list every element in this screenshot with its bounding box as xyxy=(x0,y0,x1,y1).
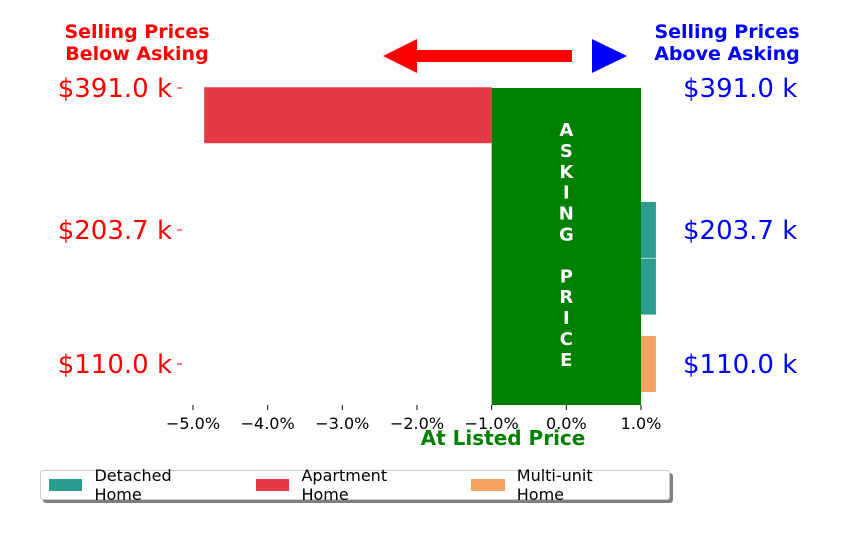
legend-item-multi-unit-home: Multi-unit Home xyxy=(471,466,643,504)
legend-swatch xyxy=(49,479,83,491)
asking-band-letter: K xyxy=(559,162,574,183)
legend-label: Multi-unit Home xyxy=(516,466,593,504)
right-y-tick-label: $110.0 k xyxy=(683,350,797,380)
x-tick-label: 0.0% xyxy=(546,414,587,433)
asking-band-letter: P xyxy=(560,266,573,287)
left-arrow-icon xyxy=(383,39,572,73)
legend: Detached Home Apartment Home Multi-unit Ho… xyxy=(40,466,670,504)
legend-item-detached-home: Detached Home xyxy=(49,466,222,504)
x-tick-label: −5.0% xyxy=(166,414,220,433)
x-tick-label: −4.0% xyxy=(241,414,295,433)
asking-band-letter: S xyxy=(560,141,573,162)
left-title-line1: Selling Prices xyxy=(64,21,209,43)
x-tick-label: −1.0% xyxy=(465,414,519,433)
asking-band-letter: A xyxy=(559,120,573,141)
left-y-tick-label: $110.0 k xyxy=(58,350,172,380)
asking-band-letter: I xyxy=(563,308,570,329)
left-y-tick-label: $391.0 k xyxy=(58,74,172,104)
x-tick-label: −2.0% xyxy=(390,414,444,433)
right-y-tick-label: $391.0 k xyxy=(683,74,797,104)
bar-multi-unit-home-0 xyxy=(641,336,656,392)
bar-apartment-home-0 xyxy=(204,87,492,144)
legend-swatch xyxy=(256,479,290,491)
left-title-line2: Below Asking xyxy=(65,43,208,65)
asking-band-letter: I xyxy=(563,183,570,204)
x-tick-label: 1.0% xyxy=(621,414,662,433)
right-y-tick-label: $203.7 k xyxy=(683,216,797,246)
right-title-line1: Selling Prices xyxy=(654,21,799,43)
x-tick-label: −3.0% xyxy=(315,414,369,433)
asking-price-band xyxy=(491,88,641,405)
asking-band-letter: R xyxy=(559,287,573,308)
legend-item-apartment-home: Apartment Home xyxy=(256,466,437,504)
legend-swatch xyxy=(471,479,505,491)
bar-detached-home-1 xyxy=(641,258,656,315)
right-arrow-icon xyxy=(592,39,627,73)
right-title-line2: Above Asking xyxy=(654,43,800,65)
asking-band-letter: N xyxy=(559,204,574,225)
x-axis-label: At Listed Price xyxy=(421,426,586,450)
asking-band-letter: C xyxy=(560,329,573,350)
left-y-tick-label: $203.7 k xyxy=(58,216,172,246)
asking-band-letter: E xyxy=(560,350,572,371)
asking-band-letter: G xyxy=(559,225,574,246)
bar-detached-home-0 xyxy=(641,201,656,258)
legend-label: Apartment Home xyxy=(301,466,388,504)
legend-label: Detached Home xyxy=(94,466,172,504)
